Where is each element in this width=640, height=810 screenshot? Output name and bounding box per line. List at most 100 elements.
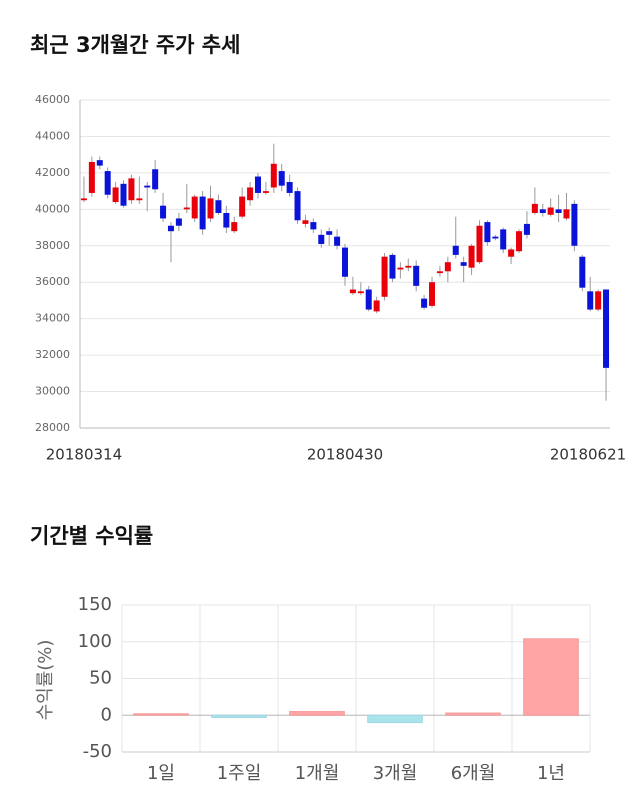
x-tick-label: 20180621 [550,446,626,464]
x-tick-label: 20180314 [46,446,122,464]
candle-body [476,225,483,263]
x-tick-label: 6개월 [451,763,496,784]
candle-body [484,222,491,243]
candle-body [587,291,594,310]
x-tick-label: 1년 [537,763,565,784]
y-tick-label: 38000 [35,239,70,252]
candle-body [262,191,269,193]
bar [211,714,267,718]
candle-body [429,282,436,306]
candle-body [152,169,159,190]
candle-body [603,289,610,368]
candle-body [436,271,443,274]
x-tick-label: 3개월 [373,763,418,784]
y-tick-label: 46000 [35,93,70,106]
candle-body [539,209,546,213]
bar [289,711,345,716]
candle-body [547,207,554,215]
bar [133,713,189,716]
candle-body [492,236,499,239]
candle-body [278,171,285,186]
candle-body [112,187,119,203]
y-tick-label: 34000 [35,312,70,325]
candle-body [270,163,277,188]
candle-body [421,298,428,308]
candle-body [555,209,562,213]
candle-body [523,223,530,235]
x-tick-label: 1주일 [217,763,262,784]
candle-body [144,185,151,188]
candle-body [531,203,538,213]
candle-body [460,262,467,266]
candle-body [516,231,523,252]
candle-body [120,183,127,206]
candle-body [199,196,206,230]
candle-body [80,198,87,201]
candle-body [413,265,420,286]
candle-body [357,291,364,294]
candle-body [405,265,412,268]
candle-body [579,256,586,288]
y-tick-label: 100 [78,631,112,652]
candle-body [310,222,317,230]
candle-body [595,291,602,310]
y-tick-label: 150 [78,594,112,615]
candle-body [207,198,214,219]
candle-body [318,234,325,244]
candle-body [508,249,515,257]
candle-body [104,171,111,195]
x-tick-label: 1개월 [295,763,340,784]
candle-body [373,300,380,312]
candle-body [381,256,388,297]
y-tick-label: 0 [101,704,112,725]
candle-body [468,245,475,268]
chart-title: 최근 3개월간 주가 추세 [30,33,240,57]
bar [445,712,501,716]
candle-body [334,236,341,246]
y-tick-label: 32000 [35,348,70,361]
candle-body [191,196,198,219]
candle-body [563,209,570,219]
y-tick-label: 30000 [35,385,70,398]
y-tick-label: 40000 [35,202,70,215]
x-tick-label: 1일 [147,763,175,784]
candle-body [500,229,507,250]
chart-title: 기간별 수익률 [30,524,153,548]
candle-body [215,200,222,213]
y-tick-label: 50 [89,668,112,689]
candle-body [136,198,143,201]
candle-body [96,160,103,166]
candle-body [365,289,372,310]
candle-body [247,187,254,201]
candle-body [294,191,301,221]
candle-body [452,245,459,255]
candle-body [239,196,246,217]
y-tick-label: 28000 [35,421,70,434]
candle-body [160,205,167,219]
candle-body [444,262,451,272]
y-tick-label: 42000 [35,166,70,179]
candle-body [286,182,293,193]
candle-body [254,176,261,193]
bar [523,638,579,716]
candle-body [397,267,404,270]
candle-body [302,220,309,224]
bar [367,714,423,724]
y-axis-label: 수익률(%) [35,640,56,721]
candle-body [389,254,396,279]
y-tick-label: 44000 [35,129,70,142]
candle-body [183,207,190,210]
y-tick-label: -50 [83,741,112,762]
candle-body [175,218,182,226]
candle-body [167,225,174,232]
candle-body [571,203,578,246]
candle-body [231,222,238,232]
candle-body [88,161,95,193]
candle-body [223,212,230,228]
candle-body [349,289,356,294]
y-tick-label: 36000 [35,275,70,288]
candle-body [341,247,349,277]
candle-body [326,231,333,235]
candle-body [128,178,135,201]
